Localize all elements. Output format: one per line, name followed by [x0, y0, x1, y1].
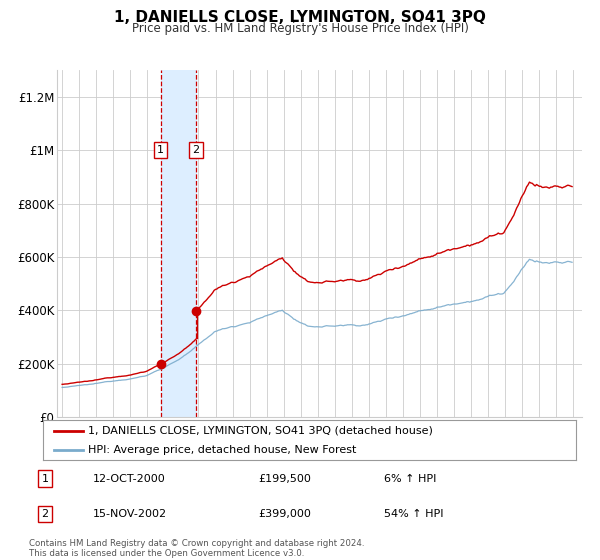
- Text: Contains HM Land Registry data © Crown copyright and database right 2024.: Contains HM Land Registry data © Crown c…: [29, 539, 364, 548]
- Text: 15-NOV-2002: 15-NOV-2002: [93, 509, 167, 519]
- Text: 1: 1: [41, 474, 49, 484]
- Text: 12-OCT-2000: 12-OCT-2000: [93, 474, 166, 484]
- Text: Price paid vs. HM Land Registry's House Price Index (HPI): Price paid vs. HM Land Registry's House …: [131, 22, 469, 35]
- Text: 1, DANIELLS CLOSE, LYMINGTON, SO41 3PQ (detached house): 1, DANIELLS CLOSE, LYMINGTON, SO41 3PQ (…: [88, 426, 433, 436]
- Text: This data is licensed under the Open Government Licence v3.0.: This data is licensed under the Open Gov…: [29, 549, 304, 558]
- Text: 54% ↑ HPI: 54% ↑ HPI: [384, 509, 443, 519]
- Text: HPI: Average price, detached house, New Forest: HPI: Average price, detached house, New …: [88, 445, 357, 455]
- Text: 1: 1: [157, 145, 164, 155]
- Text: 1, DANIELLS CLOSE, LYMINGTON, SO41 3PQ: 1, DANIELLS CLOSE, LYMINGTON, SO41 3PQ: [114, 10, 486, 25]
- Text: 6% ↑ HPI: 6% ↑ HPI: [384, 474, 436, 484]
- Text: 2: 2: [193, 145, 200, 155]
- Bar: [161, 70, 196, 417]
- Text: £399,000: £399,000: [258, 509, 311, 519]
- Text: £199,500: £199,500: [258, 474, 311, 484]
- Text: 2: 2: [41, 509, 49, 519]
